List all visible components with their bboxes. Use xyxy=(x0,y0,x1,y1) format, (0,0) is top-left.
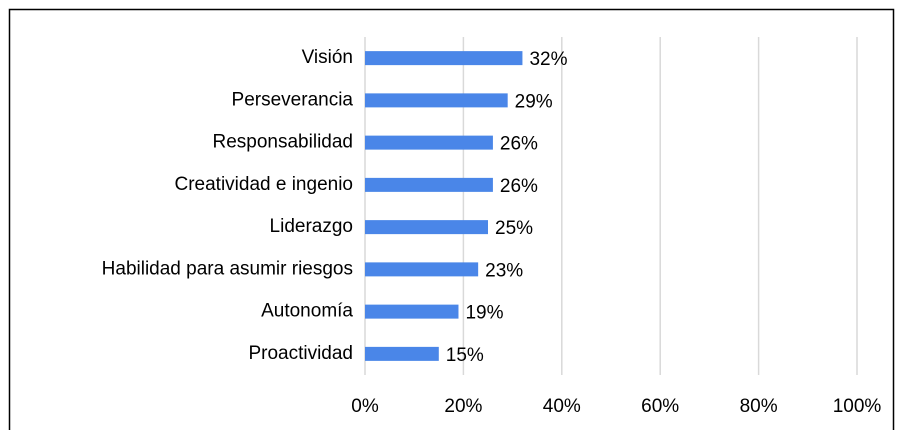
value-label: 26% xyxy=(500,134,538,155)
value-label: 15% xyxy=(446,345,484,366)
y-tick-label: Responsabilidad xyxy=(213,132,354,153)
value-label: 29% xyxy=(515,91,553,112)
y-tick-label: Autonomía xyxy=(261,301,353,322)
y-tick-label: Visión xyxy=(302,47,353,68)
bar xyxy=(365,177,493,192)
bar xyxy=(365,304,459,319)
bar xyxy=(365,346,439,361)
x-tick-label: 80% xyxy=(740,396,778,417)
bar xyxy=(365,135,493,150)
bar xyxy=(365,93,508,108)
y-tick-label: Liderazgo xyxy=(270,216,353,237)
y-tick-label: Creatividad e ingenio xyxy=(174,174,353,195)
value-label: 25% xyxy=(495,218,533,239)
value-label: 23% xyxy=(485,260,523,281)
bar xyxy=(365,262,479,277)
y-tick-label: Proactividad xyxy=(248,343,353,364)
x-tick-label: 20% xyxy=(444,396,482,417)
x-tick-label: 60% xyxy=(641,396,679,417)
y-tick-label: Habilidad para asumir riesgos xyxy=(102,258,353,279)
x-tick-label: 0% xyxy=(351,396,379,417)
x-tick-label: 40% xyxy=(543,396,581,417)
y-tick-label: Perseverancia xyxy=(232,89,354,110)
chart-border xyxy=(8,8,895,430)
value-label: 32% xyxy=(529,49,567,70)
value-label: 26% xyxy=(500,176,538,197)
bar xyxy=(365,51,523,66)
value-label: 19% xyxy=(465,303,503,324)
x-tick-label: 100% xyxy=(833,396,882,417)
bar xyxy=(365,220,488,235)
